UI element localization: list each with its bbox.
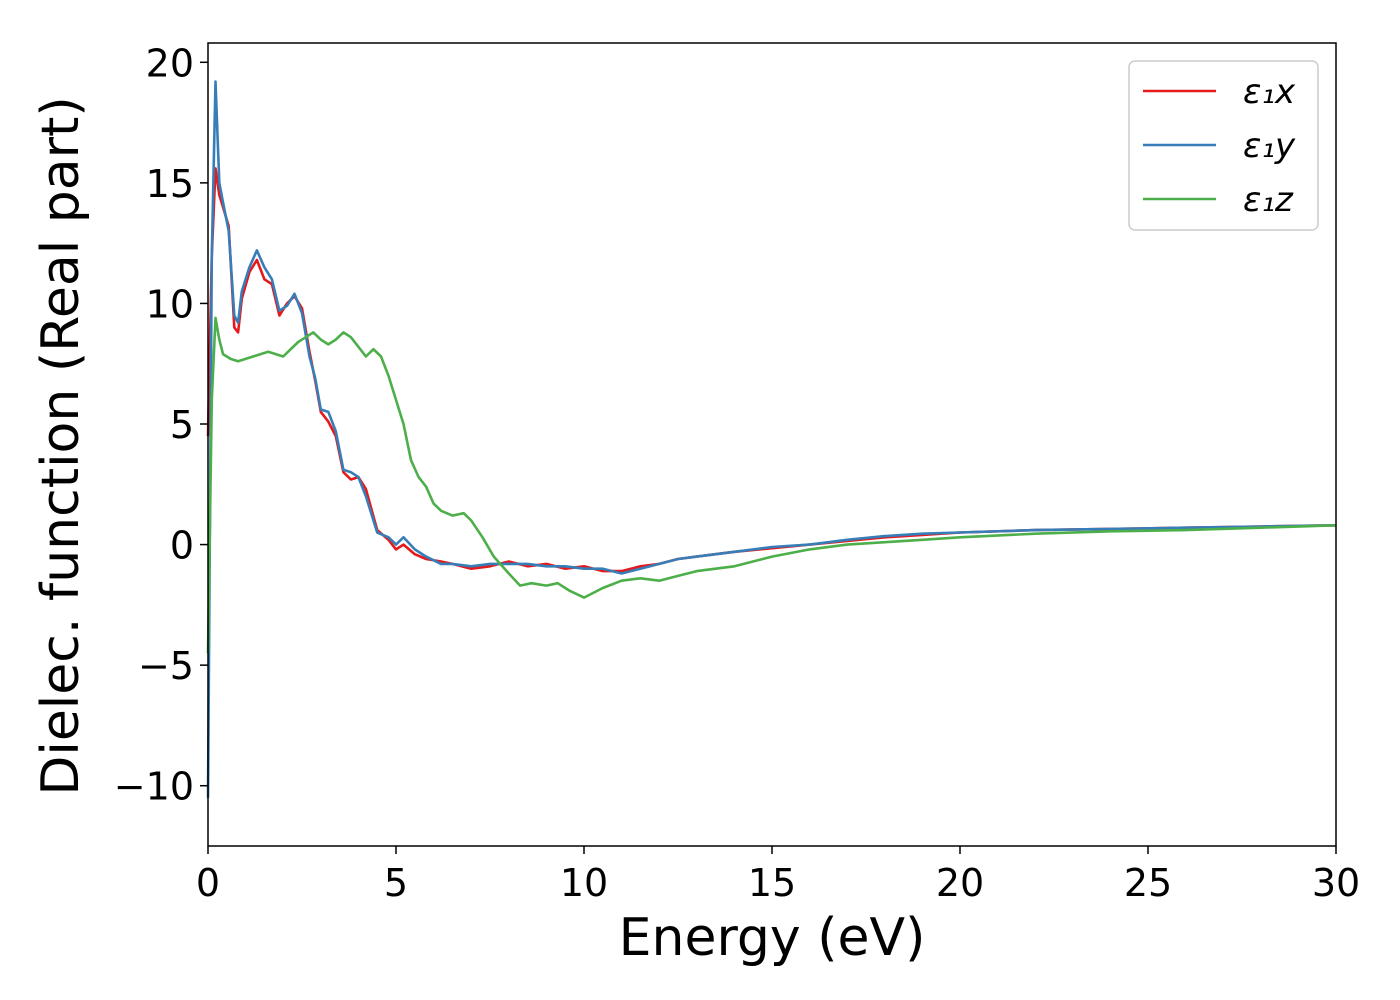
x-tick-label: 20: [936, 861, 984, 905]
y-tick-label: 10: [146, 282, 194, 326]
y-tick-label: 0: [170, 524, 194, 568]
legend-label-2: ε₁z: [1243, 180, 1294, 220]
series-layer: [206, 80, 1337, 798]
y-tick-label: 15: [146, 162, 194, 206]
x-tick-label: 0: [196, 861, 220, 905]
legend-box: [1128, 60, 1319, 231]
y-axis-label: Dielec. function (Real part): [31, 96, 91, 795]
y-tick-label: 20: [146, 41, 194, 85]
y-tick-label: −5: [138, 644, 194, 688]
x-axis-label: Energy (eV): [619, 908, 926, 968]
series-line-1: [206, 80, 1337, 798]
legend: ε₁x ε₁y ε₁z: [1128, 60, 1319, 231]
x-tick-label: 5: [384, 861, 408, 905]
legend-label-0: ε₁x: [1243, 72, 1296, 112]
x-tick-label: 15: [748, 861, 796, 905]
x-tick-label: 30: [1312, 861, 1360, 905]
y-tick-label: 5: [170, 403, 194, 447]
y-tick-label: −10: [114, 765, 194, 809]
y-ticks: −10 −5 0 5 10 15 20: [114, 41, 208, 809]
x-ticks: 0 5 10 15 20 25 30: [196, 846, 1360, 905]
series-line-2: [206, 316, 1337, 654]
legend-label-1: ε₁y: [1243, 126, 1296, 166]
x-tick-label: 25: [1124, 861, 1172, 905]
x-tick-label: 10: [560, 861, 608, 905]
